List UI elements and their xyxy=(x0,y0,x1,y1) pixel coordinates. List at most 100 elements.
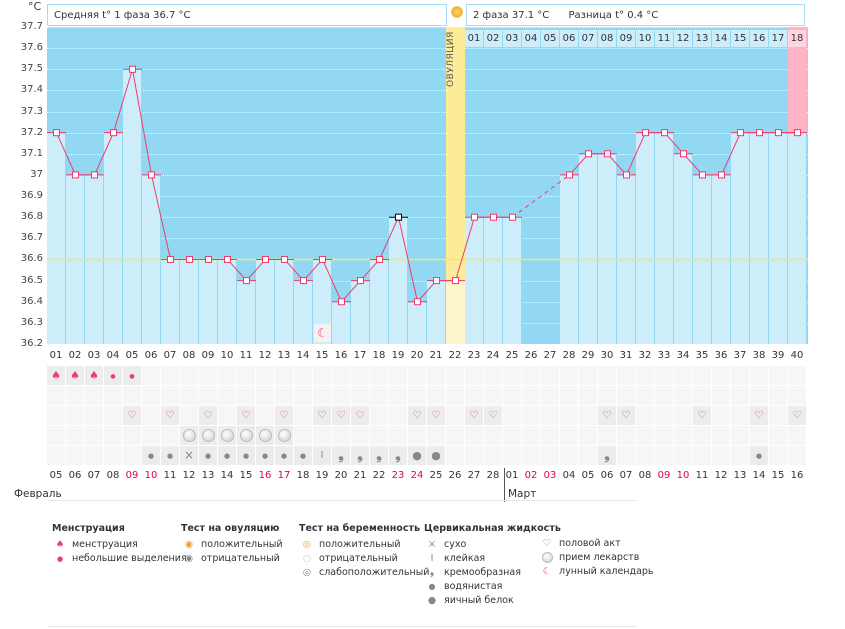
mens-cell[interactable] xyxy=(218,366,236,385)
pill-cell[interactable] xyxy=(218,426,236,445)
mens-cell[interactable] xyxy=(522,366,540,385)
calendar-date-label[interactable]: 14 xyxy=(752,470,766,481)
calendar-date-label[interactable]: 16 xyxy=(258,470,272,481)
heart-cell[interactable] xyxy=(655,406,673,425)
calendar-date-label[interactable]: 07 xyxy=(87,470,101,481)
calendar-date-label[interactable]: 06 xyxy=(68,470,82,481)
heart-cell[interactable]: ♡ xyxy=(693,406,711,425)
heart-cell[interactable]: ♡ xyxy=(427,406,445,425)
cycle-day-label[interactable]: 12 xyxy=(258,350,272,361)
cerv-cell[interactable]: ❟ xyxy=(332,446,350,465)
mens-cell[interactable] xyxy=(674,366,692,385)
cycle-day-label[interactable]: 20 xyxy=(410,350,424,361)
cerv-cell[interactable]: ● xyxy=(294,446,312,465)
mens-cell[interactable] xyxy=(427,366,445,385)
cerv-cell[interactable] xyxy=(731,446,749,465)
empty-cell[interactable] xyxy=(332,386,350,405)
heart-cell[interactable] xyxy=(579,406,597,425)
mens-cell[interactable] xyxy=(161,366,179,385)
pill-cell[interactable] xyxy=(351,426,369,445)
cycle-day-label[interactable]: 38 xyxy=(752,350,766,361)
cerv-cell[interactable] xyxy=(47,446,65,465)
calendar-date-label[interactable]: 24 xyxy=(410,470,424,481)
empty-cell[interactable] xyxy=(199,386,217,405)
cycle-day-label[interactable]: 01 xyxy=(49,350,63,361)
cycle-day-label[interactable]: 39 xyxy=(771,350,785,361)
mens-cell[interactable] xyxy=(731,366,749,385)
empty-cell[interactable] xyxy=(427,386,445,405)
cycle-day-label[interactable]: 27 xyxy=(543,350,557,361)
mens-cell[interactable] xyxy=(579,366,597,385)
cycle-day-label[interactable]: 09 xyxy=(201,350,215,361)
cycle-day-label[interactable]: 26 xyxy=(524,350,538,361)
cycle-day-label[interactable]: 18 xyxy=(372,350,386,361)
mens-cell[interactable]: ♠ xyxy=(66,366,84,385)
cycle-day-label[interactable]: 37 xyxy=(733,350,747,361)
heart-cell[interactable] xyxy=(256,406,274,425)
heart-cell[interactable] xyxy=(674,406,692,425)
calendar-date-label[interactable]: 26 xyxy=(448,470,462,481)
pill-cell[interactable] xyxy=(142,426,160,445)
pill-cell[interactable] xyxy=(275,426,293,445)
mens-cell[interactable] xyxy=(256,366,274,385)
heart-cell[interactable]: ♡ xyxy=(313,406,331,425)
pill-cell[interactable] xyxy=(199,426,217,445)
empty-cell[interactable] xyxy=(769,386,787,405)
empty-cell[interactable] xyxy=(598,386,616,405)
empty-cell[interactable] xyxy=(617,386,635,405)
pill-cell[interactable] xyxy=(617,426,635,445)
pill-cell[interactable] xyxy=(788,426,806,445)
pill-cell[interactable] xyxy=(389,426,407,445)
pill-cell[interactable] xyxy=(503,426,521,445)
cycle-day-label[interactable]: 29 xyxy=(581,350,595,361)
calendar-date-label[interactable]: 15 xyxy=(771,470,785,481)
empty-cell[interactable] xyxy=(579,386,597,405)
empty-cell[interactable] xyxy=(66,386,84,405)
cerv-cell[interactable]: ● xyxy=(218,446,236,465)
cerv-cell[interactable] xyxy=(788,446,806,465)
mens-cell[interactable] xyxy=(617,366,635,385)
empty-cell[interactable] xyxy=(750,386,768,405)
cerv-cell[interactable] xyxy=(579,446,597,465)
cerv-cell[interactable] xyxy=(636,446,654,465)
calendar-date-label[interactable]: 03 xyxy=(543,470,557,481)
cerv-cell[interactable] xyxy=(769,446,787,465)
calendar-date-label[interactable]: 11 xyxy=(163,470,177,481)
cycle-day-label[interactable]: 24 xyxy=(486,350,500,361)
pill-cell[interactable] xyxy=(522,426,540,445)
empty-cell[interactable] xyxy=(275,386,293,405)
mens-cell[interactable] xyxy=(598,366,616,385)
cerv-cell[interactable]: ● xyxy=(161,446,179,465)
pill-cell[interactable] xyxy=(750,426,768,445)
cerv-cell[interactable] xyxy=(560,446,578,465)
mens-cell[interactable] xyxy=(142,366,160,385)
calendar-date-label[interactable]: 06 xyxy=(600,470,614,481)
cycle-day-label[interactable]: 04 xyxy=(106,350,120,361)
heart-cell[interactable] xyxy=(560,406,578,425)
cycle-day-label[interactable]: 06 xyxy=(144,350,158,361)
calendar-date-label[interactable]: 27 xyxy=(467,470,481,481)
calendar-date-label[interactable]: 05 xyxy=(49,470,63,481)
pill-cell[interactable] xyxy=(180,426,198,445)
mens-cell[interactable] xyxy=(465,366,483,385)
pill-cell[interactable] xyxy=(427,426,445,445)
heart-cell[interactable] xyxy=(66,406,84,425)
heart-cell[interactable]: ♡ xyxy=(598,406,616,425)
cycle-day-label[interactable]: 32 xyxy=(638,350,652,361)
heart-cell[interactable]: ♡ xyxy=(408,406,426,425)
mens-cell[interactable] xyxy=(313,366,331,385)
mens-cell[interactable] xyxy=(484,366,502,385)
empty-cell[interactable] xyxy=(351,386,369,405)
empty-cell[interactable] xyxy=(693,386,711,405)
cycle-day-label[interactable]: 22 xyxy=(448,350,462,361)
heart-cell[interactable]: ♡ xyxy=(275,406,293,425)
cerv-cell[interactable]: I xyxy=(313,446,331,465)
cerv-cell[interactable]: ● xyxy=(750,446,768,465)
cycle-day-label[interactable]: 35 xyxy=(695,350,709,361)
calendar-date-label[interactable]: 21 xyxy=(353,470,367,481)
calendar-date-label[interactable]: 14 xyxy=(220,470,234,481)
cerv-cell[interactable] xyxy=(503,446,521,465)
empty-cell[interactable] xyxy=(522,386,540,405)
cerv-cell[interactable] xyxy=(123,446,141,465)
pill-cell[interactable] xyxy=(484,426,502,445)
